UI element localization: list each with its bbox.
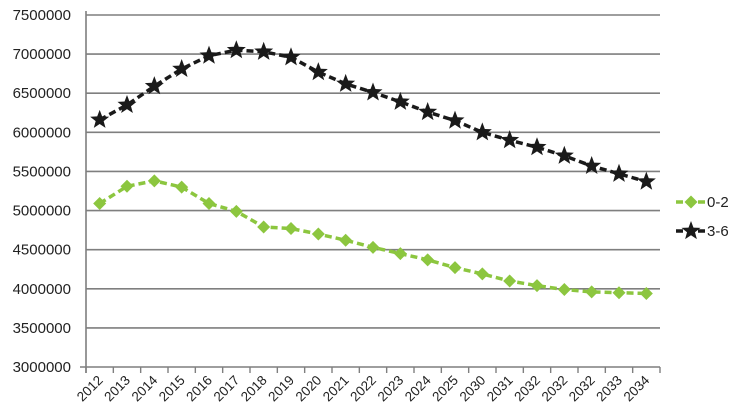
x-tick-label: 2033 bbox=[593, 373, 625, 405]
y-tick-labels: 3000000 3500000 4000000 4500000 5000000 55000… bbox=[13, 7, 71, 376]
series-0-2-point bbox=[612, 286, 626, 300]
legend-item-0-2: 0-2 bbox=[676, 194, 729, 211]
gridlines bbox=[86, 14, 660, 329]
series-0-2-point bbox=[393, 247, 407, 261]
legend-label: 0-2 bbox=[707, 194, 729, 211]
x-tick-label: 2013 bbox=[101, 373, 133, 405]
series-0-2-point bbox=[147, 174, 161, 188]
series-3-6-point bbox=[199, 45, 219, 64]
y-tick-label: 5500000 bbox=[13, 163, 71, 180]
series-3-6-point bbox=[418, 102, 438, 121]
series-3-6-point bbox=[527, 137, 547, 156]
x-tick-label: 2018 bbox=[238, 373, 270, 405]
y-tick-label: 5000000 bbox=[13, 203, 71, 220]
x-tick-label: 2030 bbox=[457, 373, 489, 405]
legend-label: 3-6 bbox=[707, 223, 729, 240]
series-0-2-point bbox=[284, 222, 298, 236]
series-0-2 bbox=[93, 174, 653, 300]
legend: 0-2 3-6 bbox=[676, 194, 729, 240]
y-tick-label: 4500000 bbox=[13, 242, 71, 259]
series-0-2-point bbox=[421, 253, 435, 267]
series-3-6-point bbox=[582, 155, 602, 175]
x-tick-label: 2034 bbox=[621, 372, 653, 404]
series-0-2-point bbox=[448, 261, 462, 275]
x-tick-label: 2024 bbox=[402, 372, 434, 404]
x-tick-label: 2032 bbox=[539, 373, 571, 405]
series-3-6-point bbox=[117, 94, 137, 114]
series-0-2-point bbox=[202, 197, 216, 211]
series-3-6-point bbox=[445, 110, 465, 129]
series-3-6-point bbox=[254, 41, 274, 60]
series-3-6-point bbox=[281, 47, 301, 66]
series-0-2-point bbox=[339, 233, 353, 247]
x-tick-label: 2019 bbox=[265, 373, 297, 405]
x-tick-label: 2032 bbox=[511, 373, 543, 405]
series-3-6-point bbox=[500, 130, 520, 149]
y-tick-label: 7000000 bbox=[13, 46, 71, 63]
x-tick-label: 2012 bbox=[74, 373, 106, 405]
x-tick-labels: 2012201320142015201620172018201920202021… bbox=[74, 372, 653, 404]
series-0-2-point bbox=[530, 279, 544, 293]
y-tick-label: 6500000 bbox=[13, 85, 71, 102]
y-tick-label: 6000000 bbox=[13, 124, 71, 141]
series-3-6-point bbox=[390, 91, 410, 110]
legend-item-3-6: 3-6 bbox=[676, 221, 729, 240]
series-0-2-point bbox=[503, 274, 517, 288]
series-3-6-point bbox=[472, 122, 492, 141]
series-3-6-point bbox=[308, 62, 328, 81]
x-tick-label: 2016 bbox=[183, 373, 215, 405]
series-0-2-point bbox=[120, 179, 134, 193]
x-tick-label: 2020 bbox=[293, 373, 325, 405]
series-3-6-point bbox=[336, 73, 356, 92]
series-0-2-point bbox=[311, 227, 325, 241]
x-tick-label: 2017 bbox=[211, 373, 243, 405]
x-tick-label: 2023 bbox=[375, 373, 407, 405]
legend-marker bbox=[684, 195, 698, 209]
series-0-2-point bbox=[585, 285, 599, 299]
x-tick-label: 2021 bbox=[320, 373, 352, 405]
x-tick-label: 2032 bbox=[566, 373, 598, 405]
axes bbox=[80, 11, 661, 373]
series-0-2-point bbox=[229, 204, 243, 218]
series-0-2-point bbox=[366, 240, 380, 254]
series-3-6-point bbox=[172, 58, 192, 78]
series-0-2-point bbox=[475, 267, 489, 281]
y-tick-label: 7500000 bbox=[13, 7, 71, 24]
series-3-6 bbox=[90, 40, 656, 190]
series-3-6-point bbox=[144, 76, 164, 95]
x-tick-label: 2015 bbox=[156, 373, 188, 405]
x-tick-label: 2014 bbox=[129, 372, 161, 404]
x-tick-label: 2031 bbox=[484, 373, 516, 405]
series-0-2-point bbox=[557, 283, 571, 297]
series-0-2-point bbox=[175, 180, 189, 194]
series-3-6-point bbox=[609, 163, 629, 182]
series-3-6-point bbox=[90, 109, 110, 128]
y-tick-label: 3000000 bbox=[13, 359, 71, 376]
series-0-2-point bbox=[639, 286, 653, 300]
series-3-6-point bbox=[636, 171, 656, 190]
legend-marker bbox=[681, 221, 701, 240]
series-3-6-point bbox=[363, 82, 383, 101]
series-3-6-point bbox=[554, 145, 574, 164]
series-3-6-point bbox=[226, 40, 246, 59]
x-tick-label: 2022 bbox=[347, 373, 379, 405]
y-tick-label: 3500000 bbox=[13, 320, 71, 337]
series-0-2-line bbox=[98, 179, 647, 296]
x-tick-label: 2025 bbox=[429, 373, 461, 405]
series-0-2-point bbox=[93, 197, 107, 211]
series-group bbox=[90, 40, 656, 300]
y-tick-label: 4000000 bbox=[13, 281, 71, 298]
series-0-2-point bbox=[257, 220, 271, 234]
